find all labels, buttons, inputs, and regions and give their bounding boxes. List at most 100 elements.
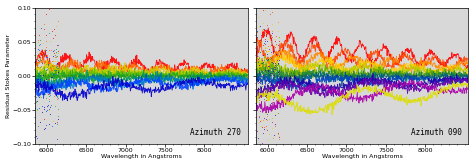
Point: [50, 70, 57, 73]
Point: [268, 35, 275, 38]
Point: [34, 54, 42, 57]
Point: [52, 74, 59, 77]
Point: [253, 55, 260, 58]
Point: [257, 124, 264, 127]
Point: [254, 103, 261, 106]
Point: [271, 39, 279, 42]
Point: [36, 121, 44, 123]
Point: [41, 69, 49, 71]
Point: [270, 75, 277, 78]
Point: [34, 41, 41, 43]
Point: [268, 85, 275, 88]
Point: [255, 56, 263, 58]
Point: [52, 50, 59, 53]
Point: [49, 65, 57, 68]
Point: [43, 13, 50, 15]
Point: [258, 62, 265, 64]
Point: [259, 61, 267, 64]
Point: [48, 69, 56, 72]
Point: [49, 82, 57, 85]
Point: [262, 82, 269, 85]
Point: [267, 65, 274, 68]
Point: [34, 58, 41, 61]
Point: [274, 60, 282, 63]
Point: [267, 101, 275, 104]
Point: [40, 73, 47, 76]
Point: [256, 94, 264, 96]
Point: [275, 85, 283, 87]
Point: [261, 55, 268, 58]
Point: [269, 82, 277, 85]
Point: [37, 65, 45, 67]
Point: [41, 54, 49, 56]
Point: [268, 91, 275, 94]
Point: [264, 145, 272, 148]
Point: [43, 40, 50, 43]
Point: [252, 82, 260, 85]
Point: [44, 67, 51, 70]
Point: [34, 56, 42, 59]
Point: [265, 76, 273, 79]
Point: [46, 106, 54, 109]
Point: [33, 77, 41, 80]
Point: [263, 57, 271, 60]
Point: [44, 80, 51, 82]
Point: [40, 86, 48, 88]
Point: [32, 100, 40, 103]
Point: [267, 66, 274, 69]
Point: [37, 59, 45, 62]
Point: [44, 69, 51, 72]
Point: [45, 93, 52, 96]
Point: [54, 61, 61, 64]
Point: [274, 111, 282, 114]
Point: [260, 9, 267, 12]
Point: [269, 116, 276, 119]
Point: [255, 57, 263, 60]
Point: [275, 72, 283, 75]
Point: [274, 132, 282, 135]
Point: [40, 106, 47, 109]
Point: [254, 78, 262, 81]
Point: [54, 121, 61, 124]
Point: [31, 75, 39, 78]
Point: [34, 48, 41, 50]
Point: [42, 127, 49, 130]
Point: [257, 78, 264, 81]
Point: [35, 58, 42, 61]
Point: [255, 114, 262, 117]
Point: [37, 87, 45, 90]
Point: [47, 72, 55, 74]
Point: [54, 63, 61, 66]
Point: [272, 42, 279, 45]
Point: [42, 71, 49, 74]
Point: [259, 21, 267, 24]
Point: [267, 87, 274, 90]
Point: [35, 124, 42, 127]
Point: [33, 85, 40, 88]
Point: [51, 84, 59, 87]
Point: [46, 90, 54, 92]
Point: [266, 79, 273, 82]
Point: [255, 72, 262, 75]
Point: [257, 85, 265, 88]
Point: [51, 82, 58, 85]
Point: [264, 44, 272, 47]
Point: [45, 123, 53, 125]
Point: [46, 94, 54, 97]
Point: [259, 43, 267, 46]
Point: [40, 117, 47, 120]
Point: [265, 77, 273, 80]
Point: [255, 88, 262, 91]
Point: [254, 137, 262, 139]
Point: [258, 81, 266, 83]
Point: [271, 134, 278, 137]
Point: [258, 62, 266, 65]
Point: [42, 62, 50, 65]
Point: [35, 60, 43, 63]
Point: [253, 158, 260, 161]
Point: [54, 94, 61, 97]
Point: [265, 65, 273, 68]
Point: [35, 39, 42, 41]
Point: [275, 138, 283, 140]
Point: [51, 60, 59, 62]
